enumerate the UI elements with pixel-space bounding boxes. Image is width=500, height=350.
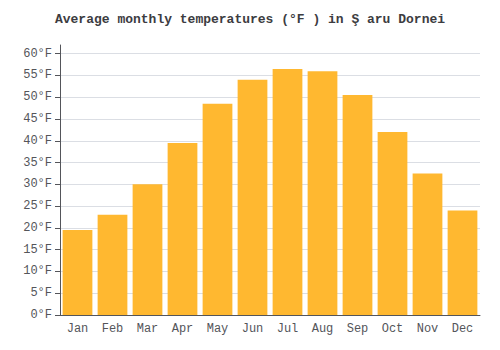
svg-text:Mar: Mar	[137, 322, 159, 336]
svg-text:Dec: Dec	[452, 322, 474, 336]
svg-text:20°F: 20°F	[23, 221, 52, 235]
svg-text:Sep: Sep	[347, 322, 369, 336]
svg-text:Feb: Feb	[102, 322, 124, 336]
svg-text:5°F: 5°F	[30, 286, 52, 300]
svg-text:Jun: Jun	[242, 322, 264, 336]
svg-text:Oct: Oct	[382, 322, 404, 336]
svg-text:50°F: 50°F	[23, 90, 52, 104]
svg-text:25°F: 25°F	[23, 199, 52, 213]
svg-text:Jul: Jul	[277, 322, 299, 336]
svg-text:30°F: 30°F	[23, 177, 52, 191]
svg-text:15°F: 15°F	[23, 243, 52, 257]
svg-text:0°F: 0°F	[30, 308, 52, 322]
svg-text:10°F: 10°F	[23, 264, 52, 278]
svg-text:Aug: Aug	[312, 322, 334, 336]
svg-text:40°F: 40°F	[23, 134, 52, 148]
svg-text:45°F: 45°F	[23, 112, 52, 126]
svg-text:Average monthly temperatures (: Average monthly temperatures (°F ) in Ş …	[55, 12, 445, 27]
svg-text:35°F: 35°F	[23, 156, 52, 170]
svg-text:60°F: 60°F	[23, 47, 52, 61]
svg-text:Jan: Jan	[67, 322, 89, 336]
svg-text:May: May	[207, 322, 229, 336]
svg-text:55°F: 55°F	[23, 68, 52, 82]
svg-text:Apr: Apr	[172, 322, 194, 336]
svg-text:Nov: Nov	[417, 322, 439, 336]
